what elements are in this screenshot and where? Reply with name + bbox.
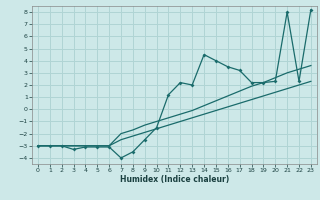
X-axis label: Humidex (Indice chaleur): Humidex (Indice chaleur) bbox=[120, 175, 229, 184]
